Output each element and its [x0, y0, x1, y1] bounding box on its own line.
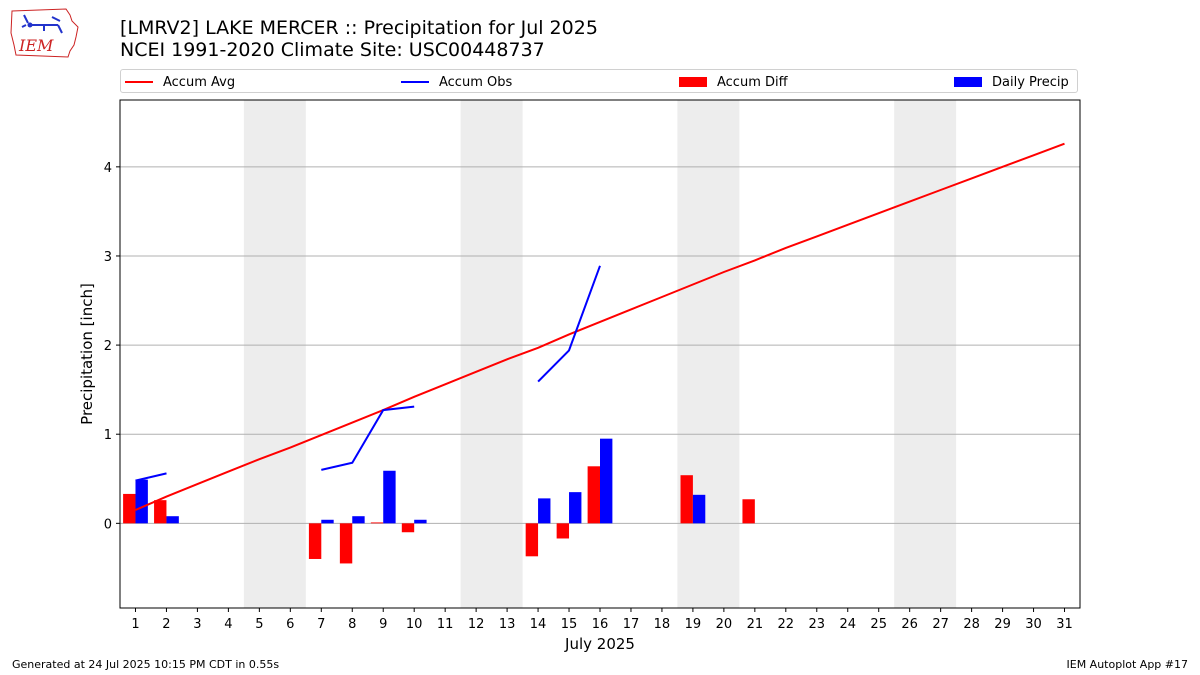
accum-diff-bar [587, 466, 600, 524]
logo-text: IEM [18, 36, 54, 55]
weather-station-icon [21, 14, 63, 34]
accum-obs-line [135, 472, 167, 482]
footer-app: IEM Autoplot App #17 [1066, 658, 1189, 671]
x-tick-label: 5 [255, 617, 263, 632]
x-tick-label: 22 [778, 617, 795, 632]
x-tick-label: 8 [348, 617, 356, 632]
x-tick-label: 29 [994, 617, 1011, 632]
title-line-1: [LMRV2] LAKE MERCER :: Precipitation for… [120, 17, 598, 39]
weekend-band [460, 100, 523, 608]
x-tick-label: 31 [1056, 617, 1073, 632]
title-line-2: NCEI 1991-2020 Climate Site: USC00448737 [120, 39, 545, 61]
x-tick-label: 14 [530, 617, 547, 632]
x-tick-label: 17 [623, 617, 640, 632]
x-tick-label: 1 [131, 617, 139, 632]
x-tick-label: 6 [286, 617, 294, 632]
daily-precip-bar [135, 479, 148, 524]
x-tick-label: 11 [437, 617, 454, 632]
x-tick-label: 26 [901, 617, 918, 632]
legend-daily-precip: Daily Precip [954, 70, 1069, 94]
daily-precip-bar [352, 516, 365, 524]
daily-precip-bar [600, 438, 613, 524]
accum-diff-bar [308, 523, 322, 559]
x-tick-label: 23 [809, 617, 826, 632]
weekend-band [677, 100, 740, 608]
iowa-state-outline-icon [10, 8, 79, 58]
accum-diff-bar [339, 523, 353, 564]
daily-precip-bar [569, 492, 582, 524]
legend-accum-diff-swatch [679, 77, 707, 87]
y-tick-label: 4 [104, 161, 112, 176]
x-tick-label: 25 [870, 617, 887, 632]
chart-title: [LMRV2] LAKE MERCER :: Precipitation for… [120, 17, 598, 61]
legend-accum-avg-label: Accum Avg [163, 74, 236, 90]
legend: Accum Avg Accum Obs Accum Diff Daily Pre… [120, 69, 1078, 93]
x-tick-label: 24 [839, 617, 856, 632]
x-axis-label: July 2025 [564, 635, 635, 653]
series-lines [135, 142, 1065, 511]
x-tick-label: 21 [747, 617, 764, 632]
daily-precip-bar [166, 516, 179, 524]
x-tick-label: 16 [592, 617, 609, 632]
legend-accum-obs-label: Accum Obs [439, 74, 513, 90]
legend-daily-precip-label: Daily Precip [992, 74, 1069, 90]
x-tick-label: 13 [499, 617, 516, 632]
accum-diff-bar [556, 523, 570, 539]
accum-obs-line [537, 265, 601, 383]
x-tick-label: 2 [162, 617, 170, 632]
x-tick-label: 3 [193, 617, 201, 632]
y-tick-label: 0 [104, 517, 112, 532]
bars [123, 438, 755, 564]
accum-diff-bar [123, 493, 136, 524]
daily-precip-bar [383, 470, 396, 524]
accum-diff-bar [742, 499, 755, 524]
iem-logo: IEM [10, 8, 79, 58]
accum-avg-line [135, 142, 1065, 511]
daily-precip-bar [692, 494, 706, 524]
legend-accum-avg-swatch [125, 81, 153, 83]
accum-diff-bar [401, 523, 415, 533]
legend-daily-precip-swatch [954, 77, 982, 87]
accum-diff-bar [680, 475, 693, 524]
x-tick-label: 4 [224, 617, 232, 632]
accum-obs-line [321, 405, 415, 471]
legend-accum-avg: Accum Avg [125, 70, 235, 94]
accum-diff-bar [525, 523, 539, 557]
y-tick-label: 2 [104, 339, 112, 354]
x-tick-label: 27 [932, 617, 949, 632]
y-axis-label: Precipitation [inch] [78, 283, 96, 425]
x-tick-label: 9 [379, 617, 387, 632]
x-tick-label: 10 [406, 617, 423, 632]
accum-diff-bar [154, 500, 167, 524]
y-tick-label: 3 [104, 250, 112, 265]
accum-diff-bar [370, 522, 384, 524]
daily-precip-bar [321, 519, 334, 524]
x-tick-label: 12 [468, 617, 485, 632]
daily-precip-bar [414, 519, 427, 524]
legend-accum-obs: Accum Obs [401, 70, 512, 94]
x-tick-label: 20 [716, 617, 733, 632]
x-tick-label: 19 [685, 617, 702, 632]
daily-precip-bar [538, 498, 551, 524]
weekend-band [243, 100, 306, 608]
legend-accum-diff: Accum Diff [679, 70, 788, 94]
y-tick-label: 1 [104, 428, 112, 443]
weekend-band [894, 100, 957, 608]
x-tick-label: 30 [1025, 617, 1042, 632]
legend-accum-diff-label: Accum Diff [717, 74, 788, 90]
footer-generated: Generated at 24 Jul 2025 10:15 PM CDT in… [12, 658, 280, 671]
x-tick-label: 15 [561, 617, 578, 632]
x-tick-label: 18 [654, 617, 671, 632]
legend-accum-obs-swatch [401, 81, 429, 83]
x-tick-label: 7 [317, 617, 325, 632]
x-tick-label: 28 [963, 617, 980, 632]
